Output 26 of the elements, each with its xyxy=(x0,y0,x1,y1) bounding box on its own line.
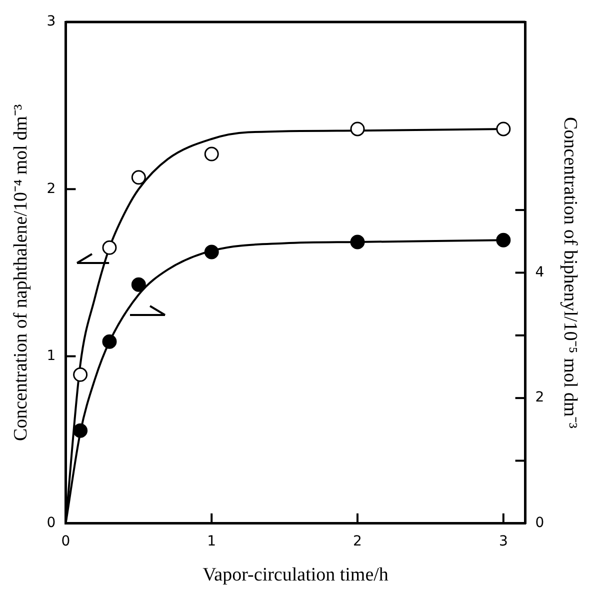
y2-tick-label: 0 xyxy=(535,515,544,532)
point xyxy=(102,240,117,255)
point xyxy=(204,244,219,260)
x-axis-title: Vapor-circulation time/h xyxy=(202,564,389,586)
y2-tick-label: 2 xyxy=(535,390,544,406)
point xyxy=(496,232,511,248)
y-axis-title: Concentration of naphthalene/10⁻⁴ mol dm⁻³ xyxy=(10,104,32,442)
x-tick-label: 3 xyxy=(498,533,508,550)
point xyxy=(350,122,365,136)
point xyxy=(350,234,365,250)
x-tick-label: 2 xyxy=(353,533,362,550)
y-tick-label: 3 xyxy=(46,14,56,30)
point xyxy=(204,146,219,162)
point xyxy=(102,334,117,349)
point xyxy=(131,277,146,292)
y-tick-label: 0 xyxy=(46,515,56,532)
point xyxy=(73,367,88,382)
point xyxy=(496,122,511,136)
point xyxy=(131,170,146,185)
y-tick-label: 1 xyxy=(46,348,56,364)
point xyxy=(73,423,88,438)
y2-axis-title: Concentration of biphenyl/10⁻⁵ mol dm⁻³ xyxy=(560,117,581,429)
y2-tick-label: 4 xyxy=(535,264,544,280)
x-tick-label: 1 xyxy=(207,533,216,550)
x-tick-label: 0 xyxy=(61,533,70,550)
y-tick-label: 2 xyxy=(46,180,56,197)
